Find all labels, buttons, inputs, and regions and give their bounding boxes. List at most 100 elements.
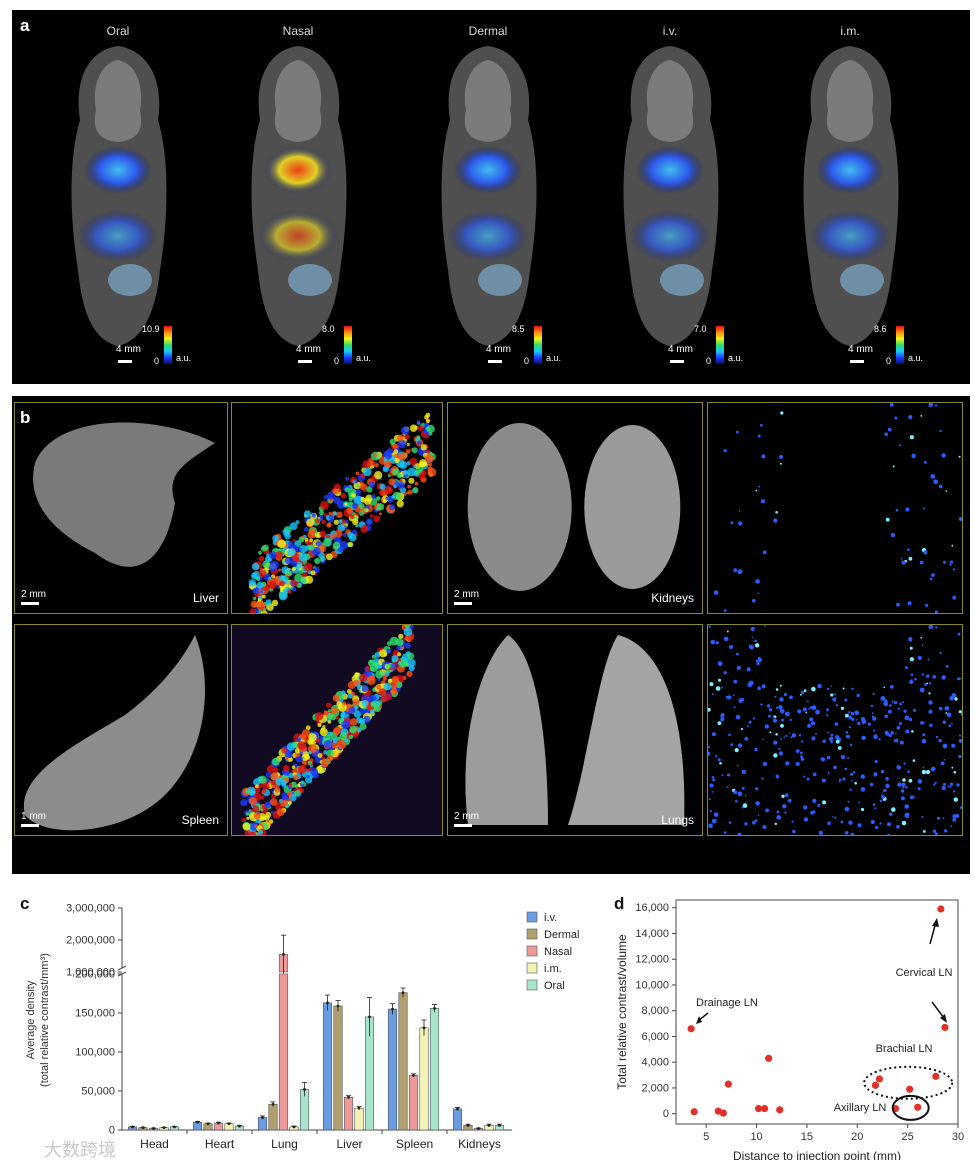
organ-tile: Kidneys 2 mm — [447, 402, 703, 614]
signal-dot — [854, 710, 860, 716]
colorbar-max: 10.9 — [142, 324, 160, 334]
signal-dot — [934, 781, 937, 784]
signal-dot — [711, 791, 714, 793]
signal-dot — [708, 707, 711, 712]
scatter-point — [937, 905, 945, 913]
signal-dot — [736, 652, 739, 656]
mouse-route-label: Nasal — [282, 24, 314, 38]
signal-dot — [950, 560, 954, 564]
signal-dot — [394, 457, 400, 464]
signal-dot — [718, 678, 721, 682]
scale-bar — [454, 602, 472, 605]
signal-dot — [741, 786, 745, 790]
signal-dot — [308, 544, 315, 551]
signal-dot — [875, 825, 879, 829]
scale-bar — [454, 824, 472, 827]
signal-dot — [355, 524, 359, 528]
signal-dot — [251, 572, 258, 579]
signal-dot — [805, 711, 808, 714]
signal-dot — [912, 796, 915, 798]
signal-dot — [305, 736, 309, 740]
y-tick-label: 2,000 — [641, 1082, 669, 1094]
signal-dot — [412, 487, 419, 494]
signal-dot — [352, 699, 360, 706]
x-tick-label: 20 — [851, 1131, 863, 1143]
signal-dot — [761, 454, 766, 459]
signal-dot — [407, 652, 415, 660]
organ-image — [23, 635, 205, 831]
signal-dot — [891, 700, 894, 703]
signal-dot — [397, 439, 407, 449]
legend-label: Dermal — [544, 929, 579, 941]
organ-signal — [478, 264, 522, 296]
signal-dot — [896, 824, 900, 829]
data-point — [261, 1116, 264, 1119]
signal-dot — [255, 784, 259, 789]
signal-dot — [325, 534, 330, 539]
signal-dot — [393, 485, 397, 489]
signal-dot — [830, 693, 834, 697]
signal-dot — [334, 529, 343, 538]
mouse-route-label: Dermal — [468, 24, 508, 38]
data-point — [152, 1127, 155, 1130]
panel-a-label: a — [20, 16, 30, 35]
signal-dot — [755, 489, 758, 492]
signal-dot — [879, 799, 883, 803]
signal-dot — [723, 671, 727, 675]
signal-dot — [737, 569, 743, 575]
annotation-axillary: Axillary LN — [834, 1102, 887, 1114]
colorbar-max: 8.0 — [322, 324, 335, 334]
signal-dot — [399, 659, 408, 668]
signal-dot — [721, 713, 725, 717]
signal-dot — [790, 736, 793, 739]
signal-dot — [292, 553, 301, 562]
x-axis-label: Distance to injection point (mm) — [733, 1149, 901, 1160]
legend-swatch — [526, 928, 538, 940]
signal-dot — [736, 665, 741, 670]
data-point — [162, 1126, 166, 1130]
signal-dot — [382, 498, 387, 504]
signal-dot — [960, 806, 962, 810]
signal-dot — [331, 707, 339, 715]
signal-dot — [260, 795, 265, 800]
bar — [452, 1108, 463, 1131]
signal-dot — [258, 569, 267, 578]
signal-dot — [851, 687, 854, 690]
organ-signal — [840, 264, 884, 296]
signal-dot — [306, 518, 315, 527]
signal-dot — [735, 800, 738, 803]
colorbar-min: 0 — [524, 356, 530, 366]
signal-dot — [333, 519, 340, 525]
signal-dot — [341, 711, 345, 715]
signal-dot — [904, 666, 908, 670]
signal-dot — [752, 598, 756, 603]
signal-dot — [873, 729, 876, 732]
signal-dot — [775, 706, 779, 709]
signal-dot — [812, 798, 817, 803]
x-tick-label: Liver — [336, 1137, 362, 1151]
signal-dot — [930, 766, 936, 772]
colorbar-unit: a.u. — [176, 353, 192, 363]
signal-dot — [899, 740, 904, 745]
signal-dot — [338, 519, 343, 524]
signal-dot — [398, 633, 404, 639]
colorbar-min: 0 — [334, 356, 340, 366]
signal-dot — [260, 610, 268, 613]
y-tick-label: 200,000 — [75, 969, 115, 981]
signal-dot — [268, 581, 277, 590]
scatter-point — [776, 1106, 784, 1114]
signal-dot — [323, 538, 332, 547]
signal-dot — [740, 727, 743, 730]
signal-dot — [297, 741, 306, 750]
scale-bar-label: 4 mm — [848, 344, 873, 355]
signal-dot — [734, 748, 739, 753]
data-point — [238, 1124, 241, 1128]
y-tick-label: 8,000 — [641, 1005, 669, 1017]
signal-dot — [936, 816, 940, 820]
signal-dot — [907, 770, 910, 773]
signal-dot — [926, 682, 929, 685]
signal-dot — [957, 632, 961, 636]
signal-dot — [258, 588, 262, 592]
signal-dot — [721, 774, 724, 777]
signal-dot — [921, 644, 924, 646]
